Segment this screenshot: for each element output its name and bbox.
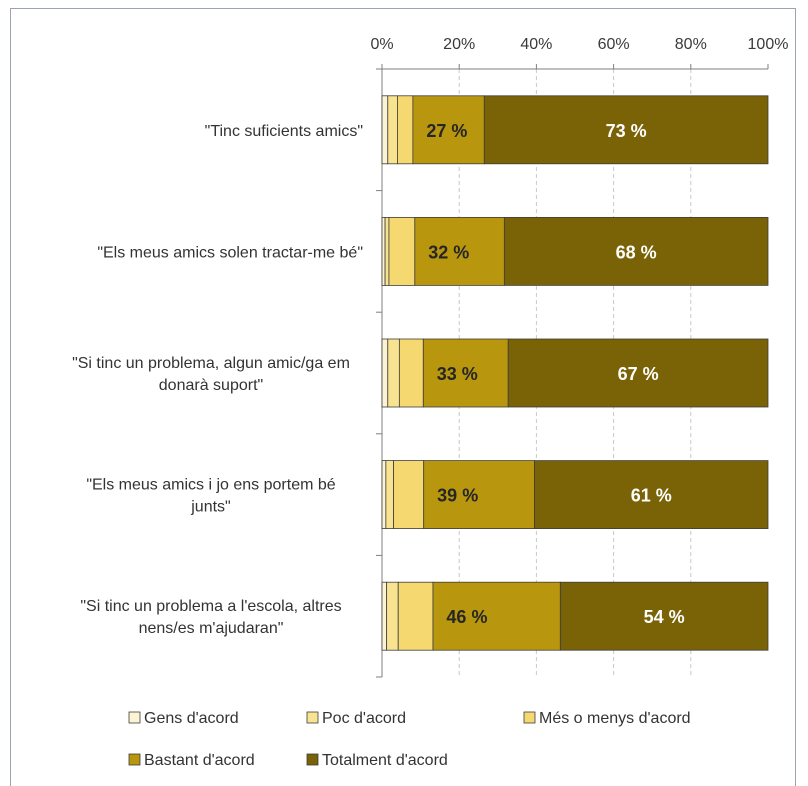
- legend-swatch-2: [306, 711, 319, 724]
- bar-segment-2-3: [388, 216, 416, 286]
- bar-segment-2-5: [503, 216, 769, 286]
- bar-segment-3-3: [398, 338, 424, 408]
- legend-label-2: Poc d'acord: [322, 710, 406, 727]
- category-label-line: "Si tinc un problema, algun amic/ga em: [72, 355, 350, 372]
- bar-segment-4-5: [534, 460, 769, 530]
- bar-segment-1-5: [483, 95, 769, 165]
- bar-segment-1-2: [387, 95, 398, 165]
- bar-segment-4-4: [423, 460, 535, 530]
- category-label-5: "Si tinc un problema a l'escola, altres n…: [80, 598, 341, 637]
- category-label-2: "Els meus amics solen tractar-me bé": [97, 244, 363, 261]
- x-tick-label-80: 80%: [675, 36, 707, 53]
- x-tick-label-0: 0%: [370, 36, 393, 53]
- data-label-bastant-4: 39 %: [437, 486, 478, 506]
- data-label-totalment-2: 68 %: [616, 242, 657, 262]
- data-label-totalment-5: 54 %: [644, 607, 685, 627]
- category-label-line: "Tinc suficients amics": [205, 123, 363, 140]
- category-label-line: "Els meus amics solen tractar-me bé": [97, 244, 363, 261]
- data-label-bastant-5: 46 %: [446, 607, 487, 627]
- data-label-bastant-2: 32 %: [428, 242, 469, 262]
- category-label-4: "Els meus amics i jo ens portem bé junts": [86, 477, 335, 516]
- bar-segment-4-3: [393, 460, 425, 530]
- legend-label-3: Més o menys d'acord: [539, 710, 691, 727]
- bar-segment-4-1: [381, 460, 387, 530]
- category-label-line: donarà suport": [159, 377, 263, 394]
- x-tick-label-100: 100%: [748, 36, 789, 53]
- category-label-line: "Els meus amics i jo ens portem bé: [86, 477, 335, 494]
- legend-label-1: Gens d'acord: [144, 710, 239, 727]
- legend-label-5: Totalment d'acord: [322, 752, 448, 769]
- bar-segment-1-4: [412, 95, 485, 165]
- bar-segment-2-2: [384, 216, 390, 286]
- bar-segment-1-3: [397, 95, 414, 165]
- bar-segment-3-5: [507, 338, 769, 408]
- x-tick-label-20: 20%: [443, 36, 475, 53]
- stacked-bar-chart: 0% 20% 40% 60% 80% 100% 27 % 73 % 32 % 68 % 33 % 67…: [72, 36, 789, 769]
- bar-segment-1-1: [381, 95, 389, 165]
- category-label-1: "Tinc suficients amics": [205, 123, 363, 140]
- chart-frame: 0% 20% 40% 60% 80% 100% 27 % 73 % 32 % 68 % 33 % 67…: [10, 8, 796, 786]
- bar-segment-3-2: [387, 338, 400, 408]
- bar-segment-5-2: [386, 581, 399, 651]
- bar-segment-2-4: [414, 216, 505, 286]
- category-label-line: junts": [190, 499, 230, 516]
- data-label-bastant-3: 33 %: [437, 364, 478, 384]
- legend-swatch-4: [128, 753, 141, 766]
- x-tick-label-60: 60%: [598, 36, 630, 53]
- bar-segment-2-1: [381, 216, 386, 286]
- data-label-totalment-1: 73 %: [606, 121, 647, 141]
- category-label-3: "Si tinc un problema, algun amic/ga em do…: [72, 355, 350, 394]
- legend-swatch-3: [523, 711, 536, 724]
- bar-segment-5-1: [381, 581, 388, 651]
- bar-segment-3-1: [381, 338, 389, 408]
- bar-segment-4-2: [385, 460, 394, 530]
- bar-segment-5-3: [397, 581, 434, 651]
- data-label-totalment-4: 61 %: [631, 486, 672, 506]
- legend-swatch-1: [128, 711, 141, 724]
- x-tick-label-40: 40%: [520, 36, 552, 53]
- data-label-totalment-3: 67 %: [618, 364, 659, 384]
- data-label-bastant-1: 27 %: [426, 121, 467, 141]
- category-label-line: "Si tinc un problema a l'escola, altres: [80, 598, 341, 615]
- legend-swatch-5: [306, 753, 319, 766]
- legend-label-4: Bastant d'acord: [144, 752, 255, 769]
- category-label-line: nens/es m'ajudaran": [139, 620, 284, 637]
- bar-segment-5-5: [559, 581, 769, 651]
